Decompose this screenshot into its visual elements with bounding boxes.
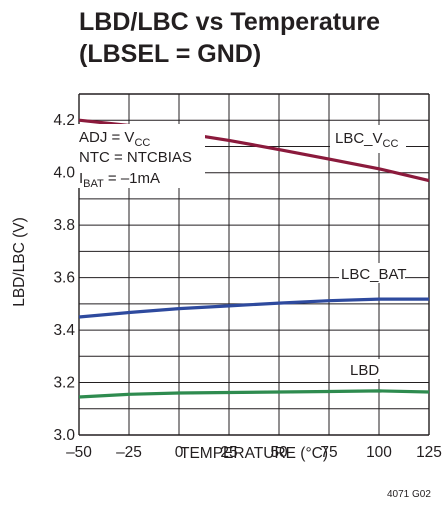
series-label-lbc-bat: LBC_BAT [341, 266, 407, 283]
series-line-lbc-bat [78, 297, 429, 319]
x-tick-label: 0 [175, 444, 184, 461]
tick-labels: –50 –25 0 25 50 75 100 125 3.0 3.2 3.4 3.6 3.8 4.0 4.2 [53, 112, 442, 461]
y-tick-label: 3.0 [53, 427, 75, 444]
chart-title-line1: LBD/LBC vs Temperature [79, 8, 380, 36]
y-tick-label: 3.6 [53, 270, 75, 287]
condition-ibat: IBAT = –1mA [79, 170, 160, 190]
lbd-label-background [345, 359, 381, 379]
series-line-lbd [78, 389, 430, 399]
x-tick-label: 125 [416, 444, 442, 461]
figure-id: 4071 G02 [387, 489, 431, 500]
x-tick-label: 75 [320, 444, 337, 461]
x-tick-label: –25 [116, 444, 142, 461]
lbc-vcc-label-background [330, 125, 406, 153]
y-tick-label: 3.8 [53, 217, 75, 234]
annotation-layer: ADJ = VCC NTC = NTCBIAS IBAT = –1mA LBC_… [73, 124, 407, 379]
x-axis-label: TEMPERATURE (°C) [180, 445, 328, 462]
series-label-lbc-vcc: LBC_VCC [335, 130, 398, 150]
y-axis-label: LBD/LBC (V) [11, 217, 28, 307]
chart-title-line2: (LBSEL = GND) [79, 40, 261, 68]
condition-adj: ADJ = VCC [79, 129, 150, 149]
condition-ntc: NTC = NTCBIAS [79, 149, 192, 166]
x-tick-label: –50 [66, 444, 92, 461]
x-tick-label: 100 [366, 444, 392, 461]
y-tick-label: 3.4 [53, 322, 75, 339]
conditions-background [73, 124, 205, 188]
y-tick-label: 4.0 [53, 165, 75, 182]
series-label-lbd: LBD [350, 362, 379, 379]
x-tick-label: 25 [220, 444, 237, 461]
y-tick-label: 3.2 [53, 375, 75, 392]
x-tick-label: 50 [270, 444, 288, 461]
y-tick-label: 4.2 [53, 112, 75, 129]
lbc-bat-label-background [339, 263, 405, 283]
